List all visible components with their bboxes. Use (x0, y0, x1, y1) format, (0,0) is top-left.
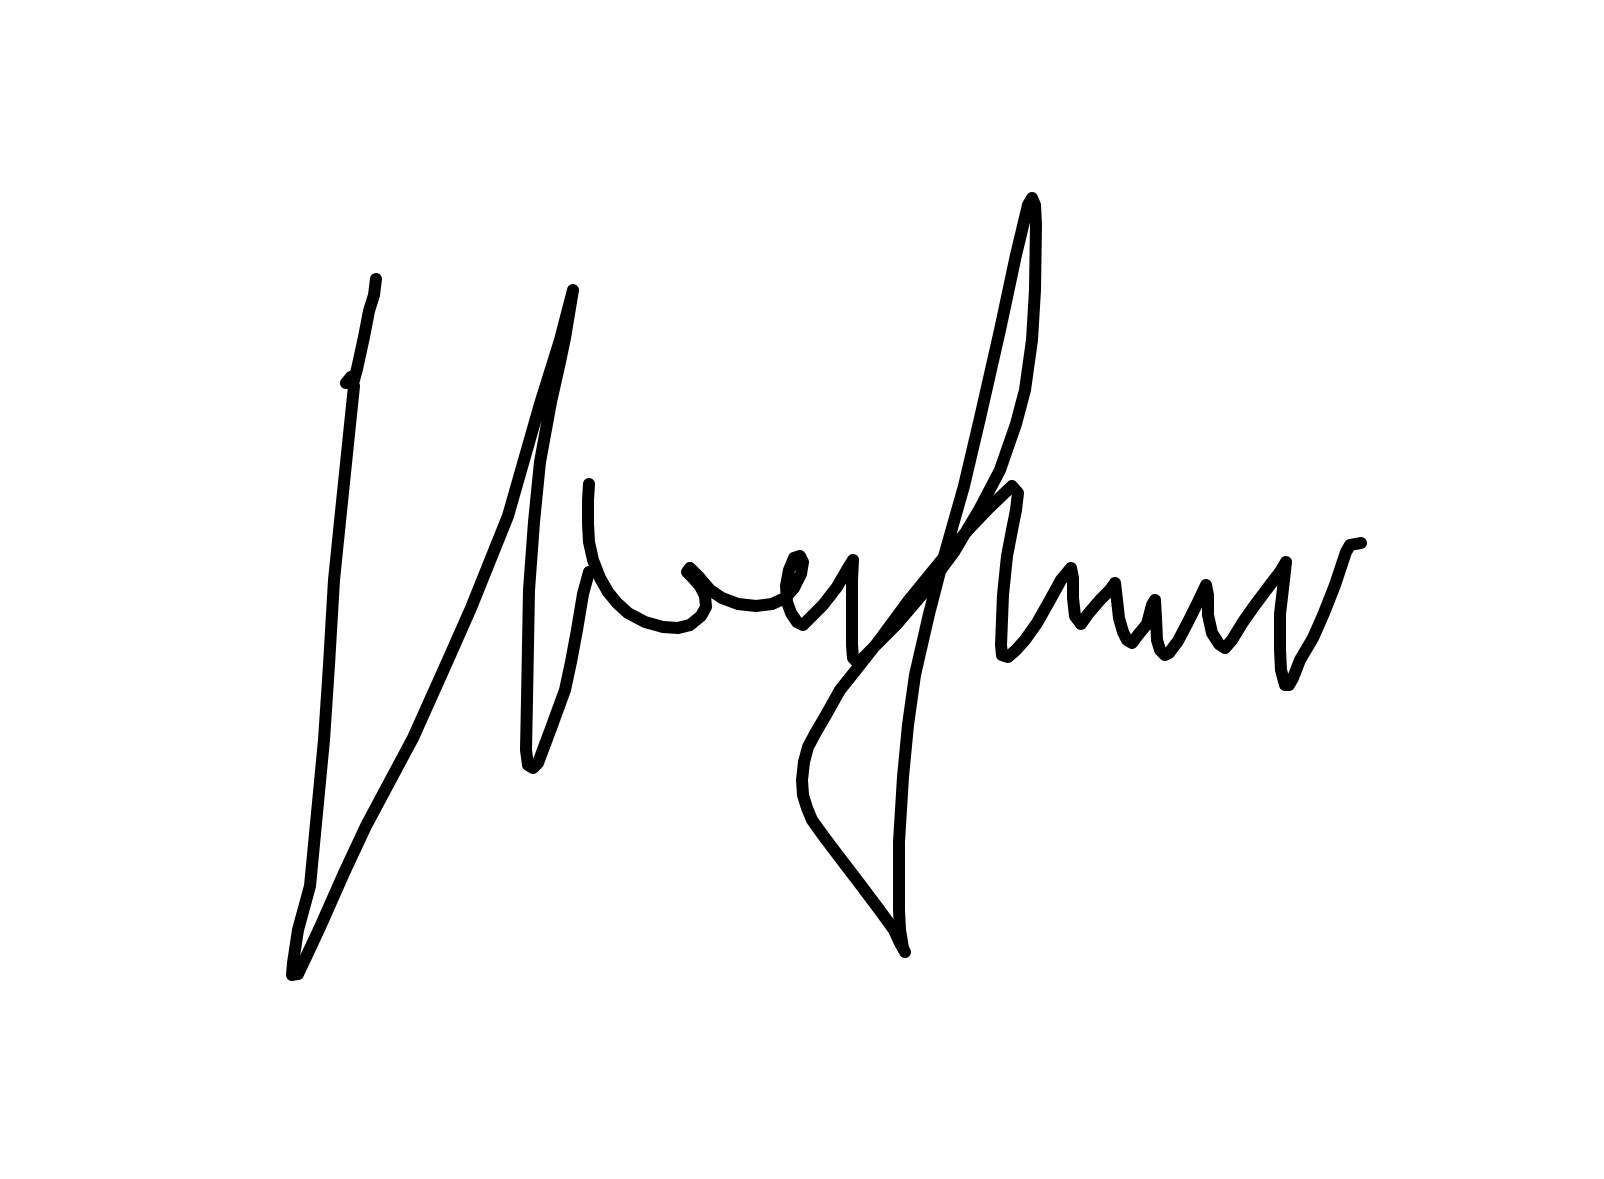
signature-strokes (286, 192, 1367, 981)
signature-stroke-3 (796, 192, 1367, 958)
signature-stroke-2 (582, 478, 864, 669)
signature-stroke-1 (286, 273, 595, 981)
